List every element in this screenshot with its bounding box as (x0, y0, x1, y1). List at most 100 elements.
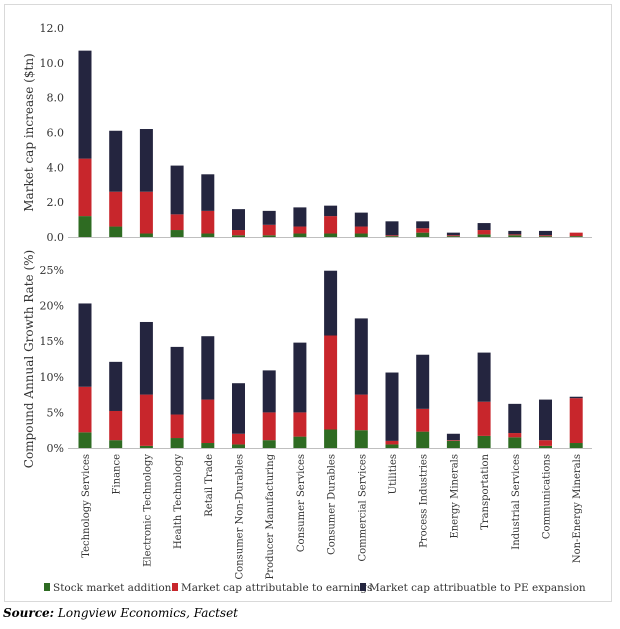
top-bar-non-energy-minerals-stock-market-additions (569, 236, 583, 237)
bottom-bar-health-technology-market-cap-attribuatble-to-pe-expansion (170, 346, 184, 415)
bottom-bar-communications-market-cap-attribuatble-to-pe-expansion (539, 399, 552, 441)
bottom-y-tick-label: 25% (40, 264, 64, 277)
top-bar-producer-manufacturing-market-cap-attribuatble-to-pe-expansion (262, 210, 276, 225)
bottom-bar-consumer-services-market-cap-attributable-to-earnings (293, 412, 307, 437)
legend-label-market-cap-attributable-to-earnings: Market cap attributable to earnings (181, 582, 372, 594)
bottom-bar-consumer-non-durables-market-cap-attribuatble-to-pe-expansion (232, 383, 245, 434)
category-label-industrial-services: Industrial Services (511, 454, 522, 550)
top-bar-producer-manufacturing-market-cap-attributable-to-earnings (262, 224, 276, 236)
top-bar-technology-services-stock-market-additions (78, 216, 92, 237)
bottom-bar-electronic-technology-market-cap-attribuatble-to-pe-expansion (139, 321, 153, 395)
bottom-bar-utilities-stock-market-additions (385, 444, 399, 448)
top-bar-health-technology-market-cap-attributable-to-earnings (170, 214, 184, 231)
bottom-bar-process-industries-market-cap-attribuatble-to-pe-expansion (416, 354, 430, 409)
top-bar-commercial-services-stock-market-additions (354, 233, 368, 237)
category-label-health-technology: Health Technology (173, 454, 184, 549)
top-bar-consumer-durables-market-cap-attributable-to-earnings (324, 216, 338, 234)
top-bar-energy-minerals-market-cap-attribuatble-to-pe-expansion (446, 232, 460, 236)
top-bar-consumer-non-durables-stock-market-additions (232, 235, 245, 237)
bottom-bar-health-technology-stock-market-additions (170, 438, 184, 448)
bottom-bar-commercial-services-market-cap-attributable-to-earnings (354, 394, 368, 431)
bottom-bar-consumer-non-durables-stock-market-additions (232, 444, 245, 448)
legend-swatch-market-cap-attributable-to-earnings (172, 583, 178, 591)
category-label-utilities: Utilities (388, 454, 399, 494)
top-bar-commercial-services-market-cap-attributable-to-earnings (354, 226, 368, 234)
bottom-bar-industrial-services-market-cap-attribuatble-to-pe-expansion (508, 403, 522, 434)
category-labels: Technology Services Finance Electronic Tec… (81, 453, 583, 579)
bottom-bar-transportation-market-cap-attribuatble-to-pe-expansion (477, 352, 491, 402)
bottom-bar-commercial-services-stock-market-additions (354, 430, 368, 448)
top-bar-electronic-technology-stock-market-additions (139, 233, 153, 237)
category-label-transportation: Transportation (480, 453, 491, 529)
bottom-bar-electronic-technology-stock-market-additions (139, 445, 153, 448)
top-bar-consumer-services-market-cap-attribuatble-to-pe-expansion (293, 207, 307, 227)
bottom-bar-non-energy-minerals-market-cap-attribuatble-to-pe-expansion (569, 396, 583, 399)
top-bar-finance-market-cap-attribuatble-to-pe-expansion (109, 130, 123, 192)
category-label-communications: Communications (542, 454, 553, 539)
bottom-bar-producer-manufacturing-market-cap-attribuatble-to-pe-expansion (262, 370, 276, 413)
source-note: Source: Longview Economics, Factset (3, 606, 238, 620)
bottom-bar-energy-minerals-stock-market-additions (446, 440, 460, 448)
top-bar-utilities-stock-market-additions (385, 236, 399, 237)
bottom-y-tick-label: 0% (47, 442, 64, 455)
top-bar-consumer-services-market-cap-attributable-to-earnings (293, 226, 307, 234)
top-bar-electronic-technology-market-cap-attributable-to-earnings (139, 191, 153, 234)
bottom-bar-communications-market-cap-attributable-to-earnings (539, 440, 552, 446)
top-bar-technology-services-market-cap-attribuatble-to-pe-expansion (78, 50, 92, 159)
top-y-tick-label: 8.0 (47, 92, 65, 105)
bottom-bar-consumer-services-stock-market-additions (293, 436, 307, 448)
bottom-bar-health-technology-market-cap-attributable-to-earnings (170, 414, 184, 439)
top-y-tick-label: 4.0 (47, 161, 65, 174)
top-bar-producer-manufacturing-stock-market-additions (262, 235, 276, 237)
market-cap-increase-chart: 0.0 2.0 4.0 6.0 8.0 10.0 12.0 Market cap increa… (22, 22, 592, 244)
category-label-commercial-services: Commercial Services (357, 454, 368, 562)
top-bar-technology-services-market-cap-attributable-to-earnings (78, 158, 92, 217)
top-bar-communications-market-cap-attributable-to-earnings (539, 235, 552, 237)
top-bar-communications-market-cap-attribuatble-to-pe-expansion (539, 230, 552, 236)
top-y-tick-label: 0.0 (47, 231, 65, 244)
bottom-bar-utilities-market-cap-attribuatble-to-pe-expansion (385, 372, 399, 441)
top-bar-transportation-market-cap-attribuatble-to-pe-expansion (477, 223, 491, 231)
top-bar-health-technology-stock-market-additions (170, 230, 184, 237)
top-bar-retail-trade-market-cap-attributable-to-earnings (201, 210, 215, 234)
source-label: Source: (3, 606, 55, 620)
legend-swatch-market-cap-attribuatble-to-pe-expansion (360, 583, 366, 591)
top-y-axis-label: Market cap increase ($tn) (22, 53, 36, 211)
top-bar-retail-trade-stock-market-additions (201, 233, 215, 237)
top-bar-retail-trade-market-cap-attribuatble-to-pe-expansion (201, 174, 215, 211)
category-label-process-industries: Process Industries (419, 454, 430, 548)
chart-frame (4, 4, 612, 602)
category-label-non-energy-minerals: Non-Energy Minerals (572, 454, 583, 563)
bottom-bar-technology-services-market-cap-attributable-to-earnings (78, 386, 92, 433)
category-label-technology-services: Technology Services (81, 454, 92, 558)
top-bar-energy-minerals-stock-market-additions (446, 236, 460, 237)
top-bar-process-industries-stock-market-additions (416, 232, 430, 237)
top-bar-finance-market-cap-attributable-to-earnings (109, 191, 123, 227)
bottom-bar-process-industries-stock-market-additions (416, 431, 430, 448)
bottom-bar-non-energy-minerals-market-cap-attributable-to-earnings (569, 398, 583, 444)
bottom-bar-technology-services-market-cap-attribuatble-to-pe-expansion (78, 303, 92, 387)
top-bar-energy-minerals-market-cap-attributable-to-earnings (446, 235, 460, 237)
bottom-bar-finance-stock-market-additions (109, 440, 123, 448)
bottom-bar-utilities-market-cap-attributable-to-earnings (385, 440, 399, 445)
top-bar-industrial-services-market-cap-attributable-to-earnings (508, 234, 522, 236)
top-bar-transportation-stock-market-additions (477, 234, 491, 237)
top-bar-process-industries-market-cap-attributable-to-earnings (416, 228, 430, 233)
bottom-bar-technology-services-stock-market-additions (78, 432, 92, 448)
category-label-energy-minerals: Energy Minerals (449, 454, 460, 539)
cagr-chart: 0% 5% 10% 15% 20% 25% Compound Annual Growth R… (22, 250, 592, 468)
top-bar-industrial-services-market-cap-attribuatble-to-pe-expansion (508, 230, 522, 235)
category-label-retail-trade: Retail Trade (204, 454, 215, 517)
top-bar-consumer-non-durables-market-cap-attributable-to-earnings (232, 230, 245, 236)
top-bar-utilities-market-cap-attributable-to-earnings (385, 235, 399, 237)
top-y-tick-label: 2.0 (47, 196, 65, 209)
bottom-bar-industrial-services-market-cap-attributable-to-earnings (508, 433, 522, 438)
bottom-y-tick-label: 10% (40, 371, 64, 384)
top-y-tick-label: 12.0 (40, 22, 65, 35)
bottom-bar-non-energy-minerals-stock-market-additions (569, 443, 583, 448)
top-bar-consumer-durables-stock-market-additions (324, 233, 338, 237)
bottom-bar-retail-trade-market-cap-attribuatble-to-pe-expansion (201, 336, 215, 400)
bottom-bar-consumer-non-durables-market-cap-attributable-to-earnings (232, 433, 245, 445)
category-label-consumer-non-durables: Consumer Non-Durables (235, 454, 246, 579)
